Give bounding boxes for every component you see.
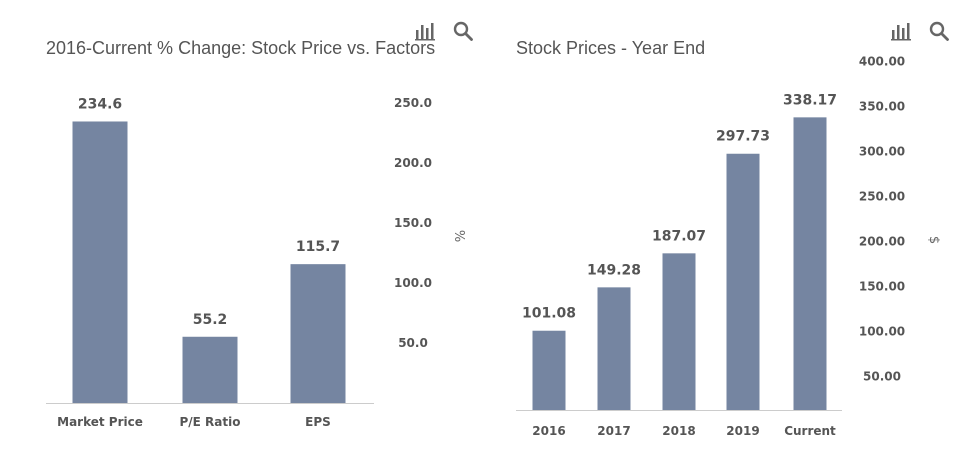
x-tick-label: 2019	[726, 424, 759, 438]
y-tick-label: 350.00	[859, 100, 905, 114]
y-axis-unit-label: %	[451, 230, 466, 242]
chart-toolbar	[414, 20, 474, 42]
chart-title: 2016-Current % Change: Stock Price vs. F…	[46, 38, 436, 58]
y-tick-label: 200.00	[859, 235, 905, 249]
bar-chart-icon[interactable]	[890, 20, 912, 42]
x-tick-label: 2017	[597, 424, 630, 438]
bar-value-label: 115.7	[296, 239, 340, 255]
y-tick-label: 100.0	[394, 276, 432, 290]
y-tick-label: 250.00	[859, 190, 905, 204]
bar-value-label: 234.6	[78, 96, 122, 112]
bar	[597, 287, 631, 410]
bar-value-label: 101.08	[522, 306, 576, 322]
chart-title: Stock Prices - Year End	[516, 38, 706, 58]
search-icon[interactable]	[452, 20, 474, 42]
bar-value-label: 187.07	[652, 228, 706, 244]
y-tick-label: 400.00	[859, 55, 905, 69]
x-tick-label: 2016	[532, 424, 565, 438]
x-tick-label: 2018	[662, 424, 695, 438]
bar-value-label: 338.17	[783, 92, 837, 108]
y-tick-label: 150.0	[394, 216, 432, 230]
y-tick-label: 300.00	[859, 145, 905, 159]
y-tick-label: 150.00	[859, 280, 905, 294]
x-tick-label: Current	[784, 424, 836, 438]
y-tick-label: 250.0	[394, 96, 432, 110]
bar	[793, 117, 827, 411]
bar	[662, 253, 696, 410]
y-tick-label: 50.0	[398, 336, 428, 350]
y-tick-label: 100.00	[859, 325, 905, 339]
chart-panel-stock-vs-factors: 2016-Current % Change: Stock Price vs. F…	[46, 20, 474, 429]
bar	[182, 336, 238, 403]
bar	[532, 330, 566, 410]
chart-toolbar	[890, 20, 950, 42]
search-icon[interactable]	[928, 20, 950, 42]
x-tick-label: P/E Ratio	[180, 415, 241, 429]
bar-value-label: 149.28	[587, 262, 641, 278]
x-tick-label: Market Price	[57, 415, 143, 429]
bar-chart-stock-vs-factors: 234.6 Market Price 55.2 P/E Ratio 115.7 EPS 50…	[46, 96, 466, 429]
bar-value-label: 297.73	[716, 129, 770, 145]
x-tick-label: EPS	[305, 415, 331, 429]
bar	[290, 264, 346, 403]
bar-chart-stock-prices: 101.08 2016 149.28 2017 187.07 2018 297.73 2019…	[516, 55, 941, 438]
bar-value-label: 55.2	[193, 312, 228, 328]
chart-panel-stock-prices: Stock Prices - Year End 101.08 2016 149.28…	[490, 0, 958, 450]
bar-chart-icon[interactable]	[414, 20, 436, 42]
bar	[72, 121, 128, 403]
y-tick-label: 200.0	[394, 156, 432, 170]
bar	[726, 153, 760, 411]
y-axis-unit-label: $	[926, 236, 941, 244]
y-tick-label: 50.00	[863, 370, 901, 384]
